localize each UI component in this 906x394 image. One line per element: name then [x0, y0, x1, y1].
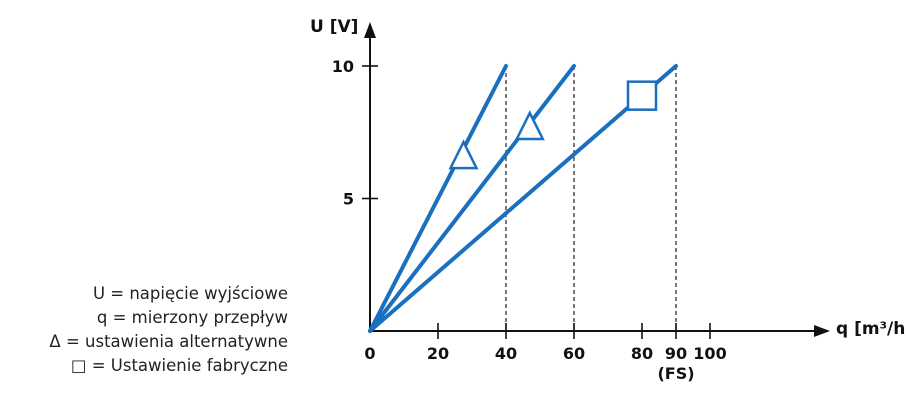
- legend-item-alternative: Δ = ustawienia alternatywne: [49, 330, 288, 354]
- y-axis-arrow: [364, 22, 376, 38]
- series-line-2: [370, 66, 574, 331]
- series-line-1: [370, 66, 506, 331]
- legend: U = napięcie wyjściowe q = mierzony prze…: [49, 282, 288, 378]
- x-tick-label-40: 40: [495, 344, 517, 363]
- x-tick-label-0: 0: [364, 344, 375, 363]
- square-marker-3: [628, 82, 656, 110]
- y-tick-label-5: 5: [343, 190, 354, 209]
- legend-item-factory: □ = Ustawienie fabryczne: [49, 354, 288, 378]
- x-tick-label-100: 100: [693, 344, 726, 363]
- axes: [362, 22, 830, 339]
- tick-labels: 0 20 40 60 80 90 100(FS) 5 10: [332, 57, 727, 383]
- x-axis-title: q [m³/h]: [836, 319, 906, 339]
- x-tick-label-60: 60: [563, 344, 585, 363]
- legend-item-q: q = mierzony przepływ: [49, 306, 288, 330]
- legend-item-u: U = napięcie wyjściowe: [49, 282, 288, 306]
- triangle-marker-1: [451, 142, 477, 168]
- x-tick-label-80: 80: [631, 344, 653, 363]
- y-tick-label-10: 10: [332, 57, 354, 76]
- triangle-marker-2: [517, 113, 543, 139]
- x-sublabel-fs: (FS): [657, 364, 694, 383]
- y-axis-title: U [V]: [310, 17, 358, 37]
- x-axis-arrow: [814, 325, 830, 337]
- x-tick-label-20: 20: [427, 344, 449, 363]
- x-tick-label-90: 90: [665, 344, 687, 363]
